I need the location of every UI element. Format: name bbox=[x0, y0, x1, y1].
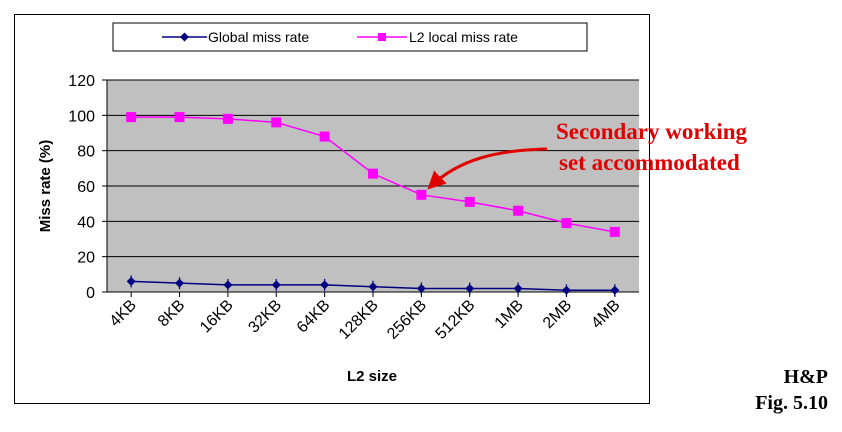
data-point-local bbox=[126, 112, 137, 123]
data-point-local bbox=[561, 218, 572, 229]
y-tick-label: 100 bbox=[68, 108, 95, 125]
credit-line-1: H&P bbox=[783, 366, 828, 388]
legend-label-local: L2 local miss rate bbox=[409, 29, 518, 45]
x-tick-label: 8KB bbox=[155, 297, 188, 330]
data-point-local bbox=[416, 189, 427, 200]
x-tick-label: 2MB bbox=[540, 297, 575, 332]
annotation-line-2: set accommodated bbox=[559, 150, 740, 175]
y-tick-label: 60 bbox=[77, 179, 95, 196]
y-tick-label: 0 bbox=[86, 285, 95, 302]
data-point-local bbox=[174, 112, 185, 123]
x-tick-label: 1MB bbox=[492, 297, 527, 332]
legend: Global miss rate L2 local miss rate bbox=[112, 22, 588, 52]
x-tick-label: 512KB bbox=[433, 297, 479, 343]
data-point-local bbox=[513, 205, 524, 216]
y-tick-label: 40 bbox=[77, 214, 95, 231]
data-point-local bbox=[271, 117, 282, 128]
annotation: Secondary working set accommodated bbox=[427, 119, 748, 190]
x-tick-label: 4KB bbox=[107, 297, 140, 330]
y-axis-title: Miss rate (%) bbox=[37, 140, 54, 233]
data-point-global bbox=[320, 280, 330, 290]
data-point-global bbox=[126, 276, 136, 286]
credit-line-2: Fig. 5.10 bbox=[755, 392, 828, 414]
data-point-local bbox=[464, 196, 475, 207]
x-tick-label: 32KB bbox=[245, 297, 285, 337]
data-point-local bbox=[368, 168, 378, 179]
legend-label-global: Global miss rate bbox=[208, 29, 309, 45]
annotation-line-1: Secondary working bbox=[556, 119, 748, 144]
series-layer bbox=[126, 112, 620, 297]
data-point-global bbox=[175, 278, 185, 288]
data-point-global bbox=[271, 280, 281, 290]
data-point-global bbox=[513, 283, 523, 293]
legend-marker-global-icon bbox=[180, 32, 189, 42]
data-point-global bbox=[368, 282, 378, 292]
data-point-global bbox=[610, 285, 620, 295]
data-point-global bbox=[465, 283, 475, 293]
x-axis-title: L2 size bbox=[347, 368, 397, 385]
data-point-global bbox=[223, 280, 233, 290]
x-tick-label: 64KB bbox=[294, 297, 334, 337]
x-tick-label: 256KB bbox=[384, 297, 430, 343]
y-tick-label: 20 bbox=[77, 250, 95, 267]
y-tick-label: 80 bbox=[77, 144, 95, 161]
legend-marker-local-icon bbox=[378, 33, 386, 41]
data-point-local bbox=[222, 113, 233, 124]
annotation-arrow bbox=[427, 147, 548, 190]
x-tick-label: 16KB bbox=[197, 297, 237, 337]
data-point-global bbox=[416, 283, 426, 293]
data-point-local bbox=[319, 131, 330, 142]
data-point-global bbox=[561, 285, 571, 295]
x-tick-label: 4MB bbox=[588, 297, 623, 332]
x-tick-label: 128KB bbox=[336, 297, 382, 343]
figure-credit: H&P Fig. 5.10 bbox=[755, 364, 828, 416]
gridlines bbox=[107, 79, 639, 258]
data-point-local bbox=[609, 226, 620, 237]
y-tick-label: 120 bbox=[68, 73, 95, 90]
